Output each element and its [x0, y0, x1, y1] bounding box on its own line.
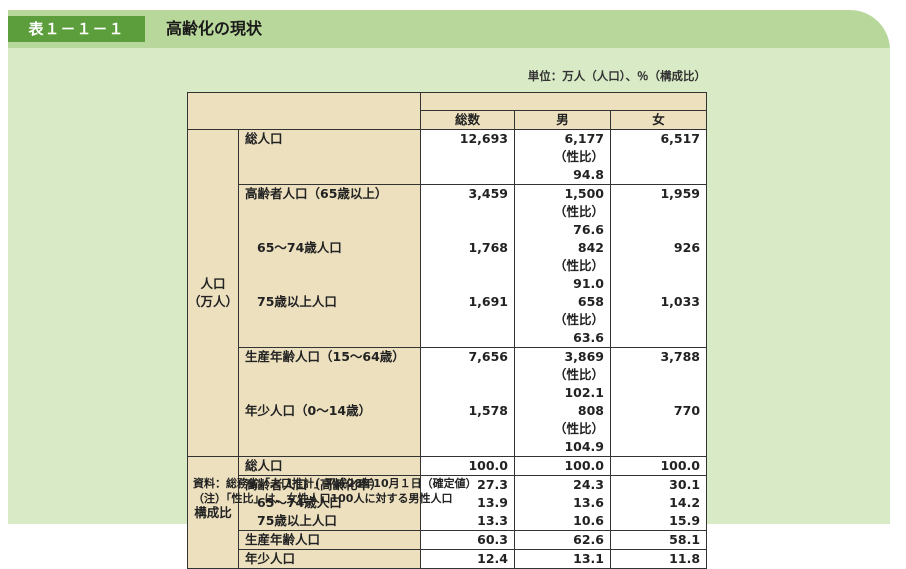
cell-age-75-plus-total: 1,691: [420, 293, 515, 311]
row-label-young: 年少人口（0～14歳）: [238, 402, 421, 420]
cell-working-age-male: 3,869: [514, 347, 611, 366]
comp-young-total: 12.4: [420, 549, 515, 569]
population-table: 総数 男 女 人口 （万人） 総人口 12,693 6,177 6,517 （性…: [187, 92, 708, 569]
column-header-male: 男: [514, 110, 611, 130]
header-background: [8, 10, 890, 50]
cell-total-population-male: 6,177: [514, 129, 611, 148]
comp-working-age-female: 58.1: [609, 530, 708, 550]
header-corner-cell: [187, 92, 421, 130]
cell-young-total: 1,578: [420, 402, 515, 420]
cell-age-65-74-sex-ratio: （性比） 91.0: [514, 257, 611, 293]
cell-total-population-female: 6,517: [609, 129, 708, 148]
row-label-working-age: 生産年齢人口（15～64歳）: [238, 347, 421, 366]
cell-elderly-male: 1,500: [514, 184, 611, 203]
row-label-age-75-plus: 75歳以上人口: [238, 293, 421, 311]
comp-label-age-65-74: 65～74歳人口: [238, 494, 421, 512]
category-population-line2: （万人）: [188, 294, 239, 309]
comp-working-age-total: 60.3: [420, 530, 515, 550]
cell-age-65-74-female: 926: [609, 239, 708, 257]
unit-note: 単位：万人（人口）、％（構成比）: [527, 69, 706, 83]
cell-total-population-sex-ratio: （性比） 94.8: [514, 148, 611, 185]
comp-total-population-total: 100.0: [420, 456, 515, 476]
comp-age-75-plus-total: 13.3: [420, 512, 515, 531]
table-number-tag: 表１－１－１: [8, 16, 145, 42]
comp-elderly-female: 30.1: [609, 475, 708, 494]
cell-working-age-sex-ratio: （性比）102.1: [514, 366, 611, 402]
comp-label-elderly: 高齢者人口（高齢化率）: [238, 475, 421, 494]
cell-elderly-female: 1,959: [609, 184, 708, 203]
row-label-elderly-population: 高齢者人口（65歳以上）: [238, 184, 421, 203]
table-notes: 資料：総務省「人口推計」平成28年10月１日（確定値） （注）「性比」は、女性人…: [193, 476, 477, 506]
cell-working-age-total: 7,656: [420, 347, 515, 366]
cell-young-male: 808: [514, 402, 611, 420]
comp-elderly-total: 27.3: [420, 475, 515, 494]
cell-age-75-plus-female: 1,033: [609, 293, 708, 311]
comp-age-75-plus-female: 15.9: [609, 512, 708, 531]
cell-age-75-plus-sex-ratio: （性比） 63.6: [514, 311, 611, 348]
comp-age-75-plus-male: 10.6: [514, 512, 611, 531]
cell-elderly-total: 3,459: [420, 184, 515, 203]
cell-elderly-sex-ratio: （性比） 76.6: [514, 203, 611, 239]
category-composition: 構成比: [187, 456, 239, 569]
comp-total-population-female: 100.0: [609, 456, 708, 476]
category-population-line1: 人口: [200, 276, 226, 291]
comp-young-male: 13.1: [514, 549, 611, 569]
cell-young-female: 770: [609, 402, 708, 420]
column-header-female: 女: [609, 110, 708, 130]
cell-young-sex-ratio: （性比）104.9: [514, 420, 611, 457]
cell-age-65-74-total: 1,768: [420, 239, 515, 257]
row-label-total-population: 総人口: [238, 129, 421, 148]
comp-age-65-74-total: 13.9: [420, 494, 515, 512]
comp-total-population-male: 100.0: [514, 456, 611, 476]
cell-total-population-total: 12,693: [420, 129, 515, 148]
comp-elderly-male: 24.3: [514, 475, 611, 494]
column-header-total: 総数: [420, 110, 515, 130]
row-label-age-65-74: 65～74歳人口: [238, 239, 421, 257]
comp-label-working-age: 生産年齢人口: [238, 530, 421, 550]
table-header-bar: 表１－１－１ 高齢化の現状: [8, 10, 890, 50]
cell-age-75-plus-male: 658: [514, 293, 611, 311]
header-blank-cell: [419, 92, 708, 111]
comp-working-age-male: 62.6: [514, 530, 611, 550]
category-population: 人口 （万人）: [187, 129, 239, 457]
sex-ratio-note: （注）「性比」は、女性人口100人に対する男性人口: [193, 492, 453, 505]
comp-label-total-population: 総人口: [238, 456, 421, 476]
cell-working-age-female: 3,788: [609, 347, 708, 366]
source-note: 資料：総務省「人口推計」平成28年10月１日（確定値）: [193, 477, 477, 490]
comp-label-young: 年少人口: [238, 549, 421, 569]
comp-age-65-74-female: 14.2: [609, 494, 708, 512]
table-title: 高齢化の現状: [166, 19, 263, 38]
comp-young-female: 11.8: [609, 549, 708, 569]
comp-age-65-74-male: 13.6: [514, 494, 611, 512]
cell-age-65-74-male: 842: [514, 239, 611, 257]
comp-label-age-75-plus: 75歳以上人口: [238, 512, 421, 531]
